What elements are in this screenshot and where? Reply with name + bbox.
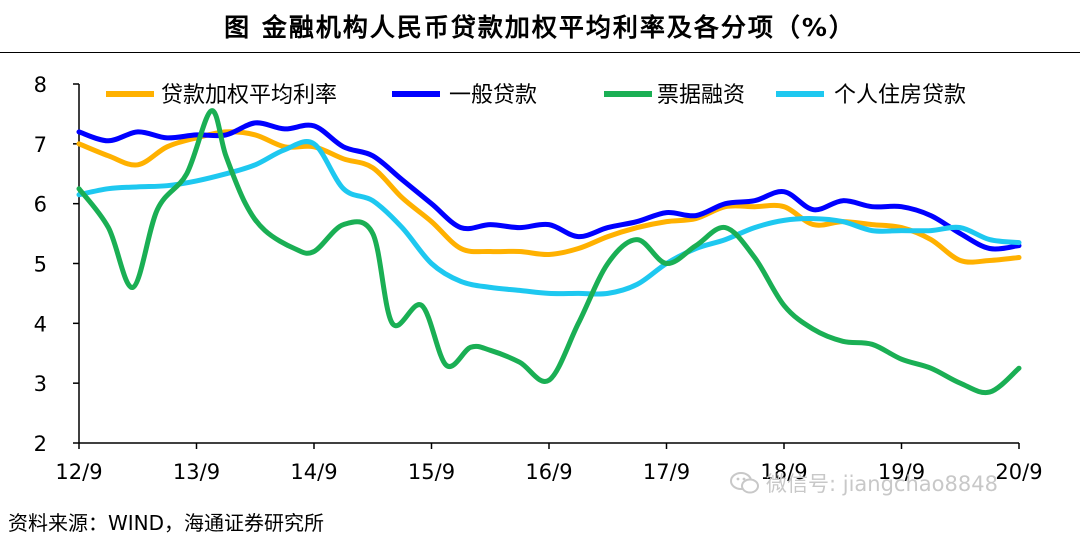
title-divider	[0, 52, 1080, 53]
x-tick-label: 17/9	[643, 460, 690, 484]
source-note: 资料来源：WIND，海通证券研究所	[8, 511, 325, 535]
series-line-4	[76, 139, 1022, 297]
x-tick-label: 13/9	[173, 460, 220, 484]
x-tick-label: 14/9	[290, 460, 337, 484]
y-tick-label: 6	[34, 193, 47, 217]
x-tick-label: 15/9	[408, 460, 455, 484]
chart-title: 图 金融机构人民币贷款加权平均利率及各分项（%）	[224, 13, 856, 42]
x-tick-label: 16/9	[525, 460, 572, 484]
y-tick-label: 7	[34, 133, 47, 157]
watermark: 微信号: jiangchao8848	[730, 468, 998, 498]
y-tick-label: 3	[34, 372, 47, 396]
y-tick-label: 2	[34, 432, 47, 456]
wechat-icon	[730, 471, 760, 495]
y-tick-label: 4	[34, 312, 47, 336]
y-tick-label: 5	[34, 253, 47, 277]
legend-label: 个人住房贷款	[834, 83, 966, 108]
y-tick-label: 8	[34, 73, 47, 97]
legend-label: 贷款加权平均利率	[161, 83, 337, 108]
legend: 贷款加权平均利率 一般贷款 票据融资 个人住房贷款	[106, 83, 966, 108]
legend-label: 票据融资	[657, 83, 745, 108]
x-tick-label: 20/9	[995, 460, 1042, 484]
series-layer	[76, 108, 1022, 396]
series-line-3	[76, 108, 1022, 396]
x-tick-label: 19/9	[878, 460, 925, 484]
x-tick-label: 18/9	[760, 460, 807, 484]
axes-layer: 2 3 4 5 6 7 8 12/9 13/9 14/9 15/9 16/9 17/9 18/9 19/9 2…	[34, 73, 1043, 484]
watermark-text: 微信号: jiangchao8848	[766, 472, 998, 496]
series-line-1	[76, 129, 1022, 265]
x-tick-label: 12/9	[55, 460, 102, 484]
series-line-2	[76, 120, 1022, 252]
legend-label: 一般贷款	[449, 83, 537, 108]
